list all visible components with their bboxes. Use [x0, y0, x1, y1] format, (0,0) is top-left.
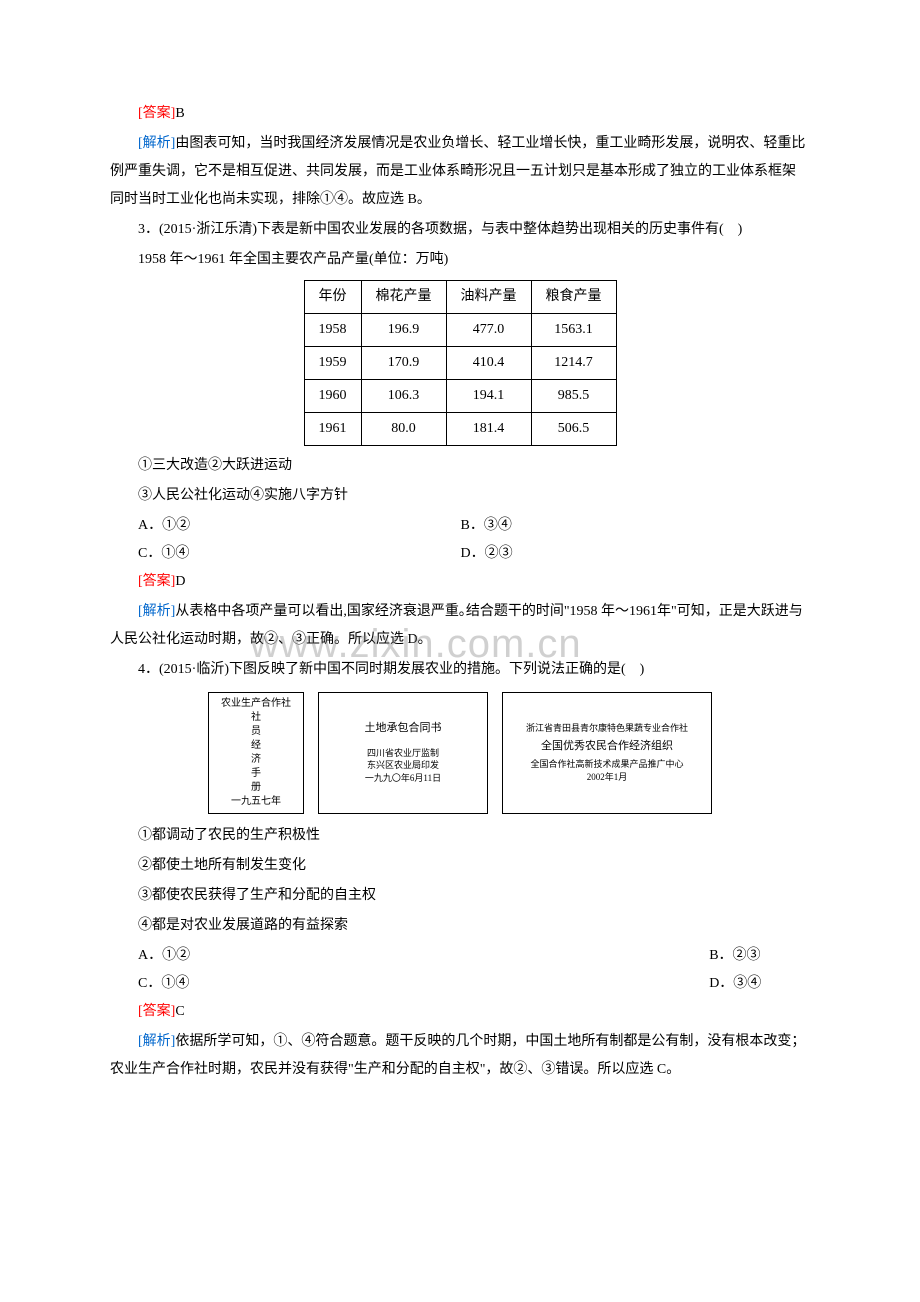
option-b: B．③④ [461, 512, 784, 540]
option-c: C．①④ [138, 970, 709, 998]
answer-label: [答案] [138, 106, 175, 121]
box-text: 经 [215, 739, 297, 753]
analysis-text: 由图表可知，当时我国经济发展情况是农业负增长、轻工业增长快，重工业畸形发展，说明… [110, 136, 805, 207]
answer-value: D [175, 574, 185, 589]
q3-options-row: A．①② B．③④ [138, 512, 810, 540]
option-a: A．①② [138, 512, 461, 540]
option-b: B．②③ [709, 942, 810, 970]
box-text: 一九五七年 [215, 795, 297, 809]
table-row: 年份 棉花产量 油料产量 粮食产量 [304, 281, 616, 314]
option-d: D．③④ [709, 970, 810, 998]
q3-options-row: C．①④ D．②③ [138, 540, 810, 568]
box-text: 员 [215, 725, 297, 739]
col-header: 油料产量 [446, 281, 531, 314]
q4-options-row: A．①② B．②③ [138, 942, 810, 970]
q2-analysis: [解析]由图表可知，当时我国经济发展情况是农业负增长、轻工业增长快，重工业畸形发… [110, 130, 810, 214]
answer-value: C [175, 1004, 184, 1019]
box-text: 社 [215, 711, 297, 725]
answer-label: [答案] [138, 574, 175, 589]
box-text: 东兴区农业局印发 [325, 759, 481, 772]
q4-analysis: [解析]依据所学可知，①、④符合题意。题干反映的几个时期，中国土地所有制都是公有… [110, 1028, 810, 1084]
col-header: 棉花产量 [361, 281, 446, 314]
box-text: 册 [215, 781, 297, 795]
box-text: 浙江省青田县青尔康特色果蔬专业合作社 [509, 722, 705, 735]
q3-table-title: 1958 年～1961 年全国主要农产品产量(单位：万吨) [110, 246, 810, 274]
box-text: 济 [215, 753, 297, 767]
box-text: 农业生产合作社 [215, 697, 297, 711]
q4-choice-line: ②都使土地所有制发生变化 [110, 852, 810, 880]
col-header: 年份 [304, 281, 361, 314]
analysis-text: 依据所学可知，①、④符合题意。题干反映的几个时期，中国土地所有制都是公有制，没有… [110, 1034, 805, 1077]
option-a: A．①② [138, 942, 709, 970]
box-2: 土地承包合同书 四川省农业厅监制 东兴区农业局印发 一九九〇年6月11日 [318, 692, 488, 814]
q3-data-table: 年份 棉花产量 油料产量 粮食产量 1958 196.9 477.0 1563.… [304, 280, 617, 446]
q4-choice-line: ①都调动了农民的生产积极性 [110, 822, 810, 850]
q3-analysis: [解析]从表格中各项产量可以看出,国家经济衰退严重｡结合题干的时间"1958 年… [110, 598, 810, 654]
box-text: 手 [215, 767, 297, 781]
answer-label: [答案] [138, 1004, 175, 1019]
table-row: 1959 170.9 410.4 1214.7 [304, 347, 616, 380]
q3-answer-line: [答案]D [110, 568, 810, 596]
analysis-label: [解析] [138, 136, 175, 151]
answer-value: B [175, 106, 184, 121]
q4-answer-line: [答案]C [110, 998, 810, 1026]
q3-stem: 3．(2015·浙江乐清)下表是新中国农业发展的各项数据，与表中整体趋势出现相关… [110, 216, 810, 244]
analysis-label: [解析] [138, 604, 175, 619]
q4-choice-line: ③都使农民获得了生产和分配的自主权 [110, 882, 810, 910]
q3-choice-line: ③人民公社化运动④实施八字方针 [110, 482, 810, 510]
analysis-text: 从表格中各项产量可以看出,国家经济衰退严重｡结合题干的时间"1958 年～196… [110, 604, 803, 647]
analysis-label: [解析] [138, 1034, 175, 1049]
q4-stem: 4．(2015·临沂)下图反映了新中国不同时期发展农业的措施。下列说法正确的是(… [110, 656, 810, 684]
q3-choice-line: ①三大改造②大跃进运动 [110, 452, 810, 480]
table-row: 1960 106.3 194.1 985.5 [304, 380, 616, 413]
box-text: 四川省农业厅监制 [325, 747, 481, 760]
box-text: 全国合作社高新技术成果产品推广中心 [509, 758, 705, 771]
q4-choice-line: ④都是对农业发展道路的有益探索 [110, 912, 810, 940]
box-text: 全国优秀农民合作经济组织 [509, 739, 705, 754]
box-3: 浙江省青田县青尔康特色果蔬专业合作社 全国优秀农民合作经济组织 全国合作社高新技… [502, 692, 712, 814]
option-c: C．①④ [138, 540, 461, 568]
table-row: 1961 80.0 181.4 506.5 [304, 413, 616, 446]
q4-image-boxes: 农业生产合作社 社 员 经 济 手 册 一九五七年 土地承包合同书 四川省农业厅… [110, 692, 810, 814]
option-d: D．②③ [461, 540, 784, 568]
q2-answer-line: [答案]B [110, 100, 810, 128]
box-text: 2002年1月 [509, 771, 705, 784]
box-text: 一九九〇年6月11日 [325, 772, 481, 785]
box-text: 土地承包合同书 [325, 721, 481, 736]
table-row: 1958 196.9 477.0 1563.1 [304, 314, 616, 347]
col-header: 粮食产量 [531, 281, 616, 314]
box-1: 农业生产合作社 社 员 经 济 手 册 一九五七年 [208, 692, 304, 814]
q4-options-row: C．①④ D．③④ [138, 970, 810, 998]
